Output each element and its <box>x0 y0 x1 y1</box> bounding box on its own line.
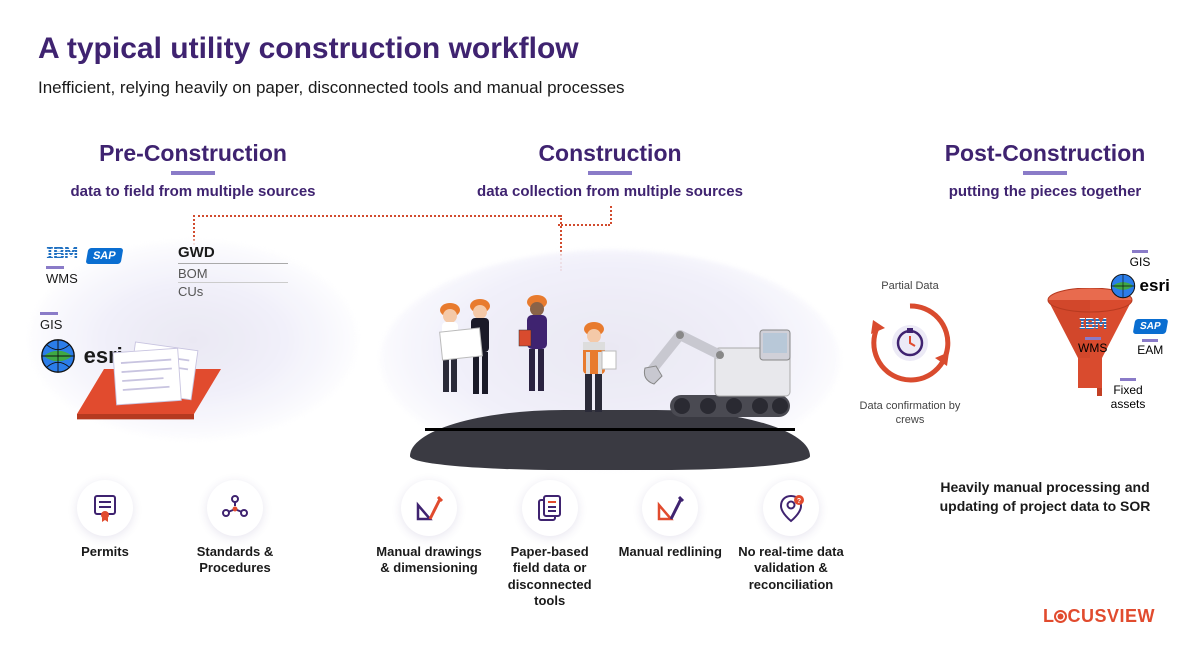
redline-icon <box>655 493 685 523</box>
post-gis-label: GIS <box>1090 255 1190 269</box>
post-eam-label: EAM <box>1134 343 1167 357</box>
post-fixed-label: Fixed assets <box>1098 383 1158 412</box>
gwd-bom: BOM <box>178 266 288 281</box>
phase-pre: Pre-Construction data to field from mult… <box>38 140 348 200</box>
connector <box>193 215 560 217</box>
sap-logo: SAP <box>1133 319 1168 334</box>
cycle-diagram: Partial Data Data confirmation by crews <box>850 280 970 440</box>
phase-post-sub: putting the pieces together <box>920 183 1170 200</box>
pre-illustration: IBM SAP WMS GWD BOM CUs GIS esri <box>28 230 358 460</box>
con-item-redline: Manual redlining <box>616 480 724 609</box>
phase-con-title: Construction <box>538 140 681 175</box>
standards-icon <box>220 493 250 523</box>
gwd-cus: CUs <box>178 284 288 299</box>
brand-logo: LCUSVIEW <box>1043 606 1155 627</box>
phase-pre-sub: data to field from multiple sources <box>38 183 348 200</box>
svg-text:?: ? <box>797 498 801 505</box>
pre-item-standards: Standards & Procedures <box>185 480 285 577</box>
phase-post: Post-Construction putting the pieces tog… <box>920 140 1170 200</box>
pre-items: Permits Standards & Procedures <box>55 480 285 577</box>
phase-post-title: Post-Construction <box>945 140 1146 175</box>
con-illustration <box>380 230 840 470</box>
permit-icon <box>90 493 120 523</box>
gwd-header: GWD <box>178 244 288 261</box>
phase-con-sub: data collection from multiple sources <box>410 183 810 200</box>
pre-item-permits: Permits <box>55 480 155 577</box>
folder-icon <box>68 332 248 442</box>
post-wms-label: WMS <box>1078 341 1107 355</box>
paper-icon <box>535 493 565 523</box>
wms-label: WMS <box>46 271 122 286</box>
esri-globe-icon <box>1110 273 1136 299</box>
post-note: Heavily manual processing and updating o… <box>930 478 1160 516</box>
con-items: Manual drawings & dimensioning Paper-bas… <box>375 480 845 609</box>
sap-logo: SAP <box>86 248 123 264</box>
ibm-logo: IBM <box>1079 316 1107 332</box>
phase-con: Construction data collection from multip… <box>410 140 810 200</box>
excavator-icon <box>644 330 790 417</box>
page-title: A typical utility construction workflow <box>38 32 579 66</box>
location-icon: ? <box>776 493 806 523</box>
drawing-icon <box>414 493 444 523</box>
con-item-drawings: Manual drawings & dimensioning <box>375 480 483 609</box>
con-item-location: ? No real-time data validation & reconci… <box>737 480 845 609</box>
post-illustration: Partial Data Data confirmation by crews … <box>840 250 1190 470</box>
connector <box>558 224 610 226</box>
ibm-logo: IBM <box>46 244 78 262</box>
page-subtitle: Inefficient, relying heavily on paper, d… <box>38 78 625 98</box>
con-item-paper: Paper-based field data or disconnected t… <box>496 480 604 609</box>
phase-pre-title: Pre-Construction <box>99 140 287 175</box>
connector <box>610 206 612 224</box>
gis-label: GIS <box>40 317 123 332</box>
